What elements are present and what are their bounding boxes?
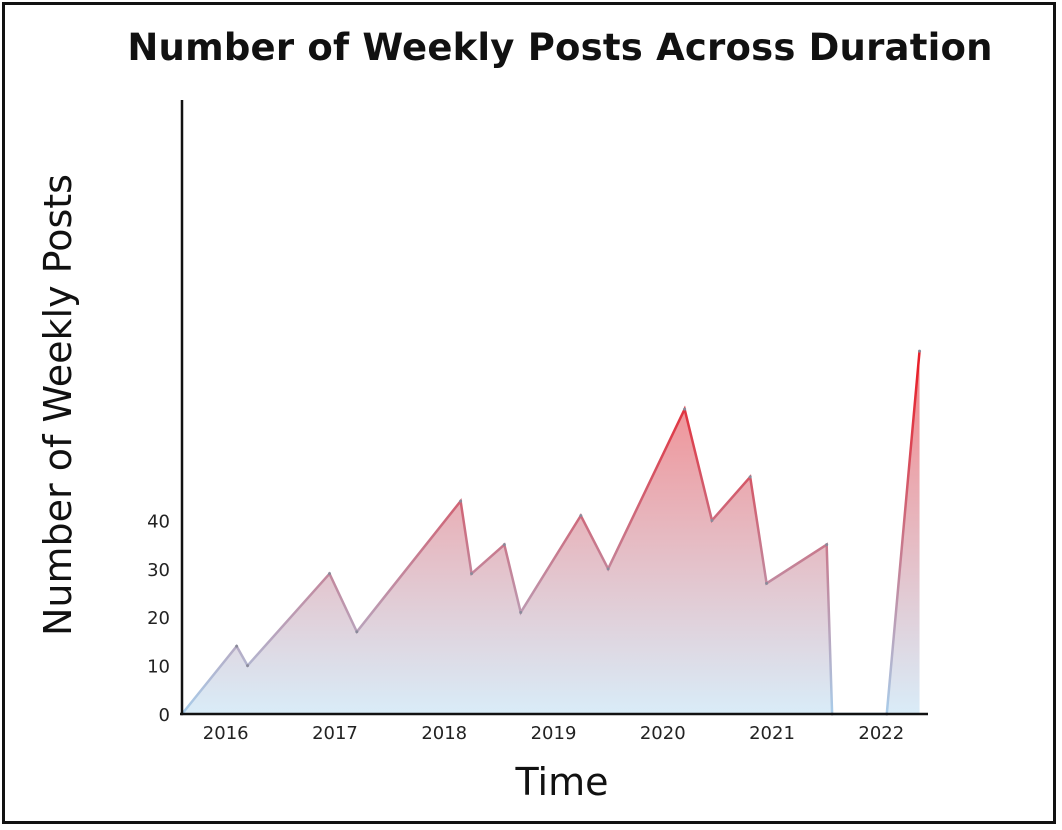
x-tick-label: 2022 [858, 723, 904, 744]
x-tick-label: 2016 [203, 723, 249, 744]
series-area [182, 351, 920, 714]
data-point [765, 581, 769, 585]
data-point [470, 572, 474, 576]
data-point [502, 543, 506, 547]
data-point [355, 630, 359, 634]
data-point [519, 610, 523, 614]
data-point [459, 499, 463, 503]
y-tick-label: 40 [147, 511, 170, 532]
x-tick-label: 2019 [531, 723, 577, 744]
y-tick-label: 30 [147, 560, 170, 581]
y-tick-label: 20 [147, 608, 170, 629]
x-tick-label: 2020 [640, 723, 686, 744]
data-point [748, 475, 752, 479]
data-point [579, 514, 583, 518]
data-point [328, 572, 332, 576]
y-tick-label: 0 [159, 705, 170, 726]
data-point [825, 543, 829, 547]
data-point [606, 567, 610, 571]
y-tick-label: 10 [147, 657, 170, 678]
chart-title: Number of Weekly Posts Across Duration [127, 26, 993, 69]
data-point [235, 644, 239, 648]
data-point [710, 518, 714, 522]
data-point [683, 407, 687, 411]
data-point [918, 349, 922, 353]
x-tick-label: 2021 [749, 723, 795, 744]
data-point [246, 664, 250, 668]
x-tick-label: 2018 [421, 723, 467, 744]
x-tick-label: 2017 [312, 723, 358, 744]
x-axis-label: Time [515, 760, 609, 804]
